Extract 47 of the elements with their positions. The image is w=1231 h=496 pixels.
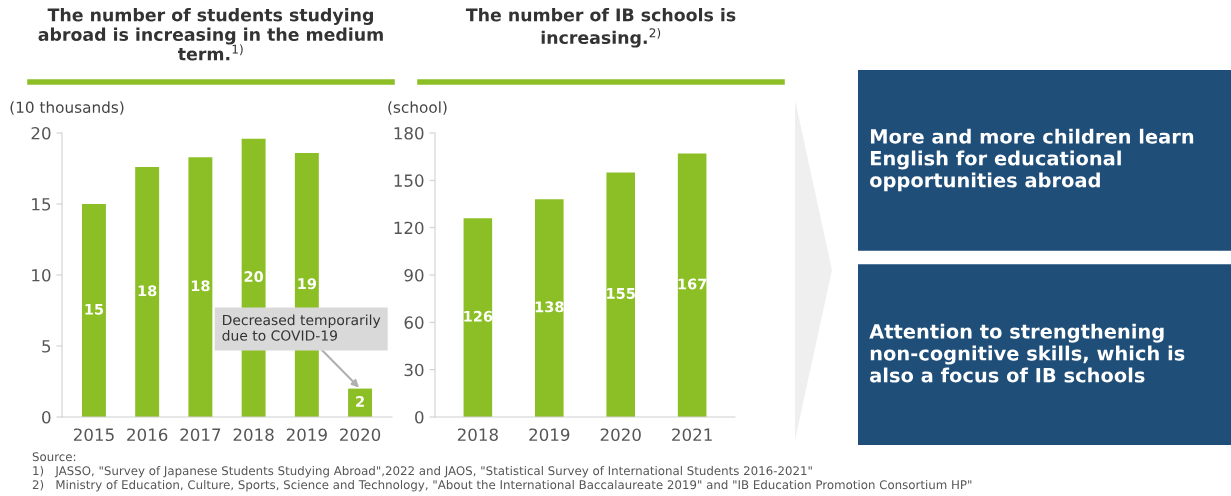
bar [463, 218, 493, 417]
source-note: Source: [32, 452, 76, 462]
x-tick-label: 2016 [127, 428, 168, 442]
x-tick-label: 2018 [457, 428, 498, 442]
x-tick-label: 2019 [286, 428, 327, 442]
y-axis-title: (10 thousands) [10, 101, 124, 115]
y-axis-title: (school) [388, 101, 447, 115]
data-label: 18 [191, 280, 210, 292]
x-tick-label: 2015 [73, 428, 114, 442]
data-label: 18 [138, 285, 157, 297]
y-tick-label: 0 [415, 410, 424, 424]
text: 2) Ministry of Education, Culture, Sports, Science and Technology, "About the International Baccalaureate 2019" and "IB Education Promotion Consortium HP" [32, 480, 972, 492]
text: 1) JASSO, "Survey of Japanese Students Studying Abroad",2022 and JAOS, "Statistical Survey of International Students 2016-2021" [33, 466, 812, 478]
x-tick-label: 2019 [529, 428, 570, 442]
chart-title: The number of IB schools is increasing.$^{2)}$ [465, 8, 736, 48]
x-tick-label: 2021 [672, 428, 712, 442]
y-tick-label: 15 [32, 198, 51, 211]
text: More and more children learn English for educational opportunities abroad [870, 128, 1194, 192]
x-tick-label: 2020 [600, 428, 641, 442]
data-label: 20 [244, 271, 264, 283]
y-tick-label: 180 [394, 126, 424, 140]
y-tick-label: 30 [404, 363, 424, 377]
y-tick-label: 0 [42, 410, 51, 424]
y-tick-label: 5 [42, 340, 51, 353]
annotation: Decreased temporarily due to COVID-19 [222, 314, 381, 341]
y-tick-label: 10 [32, 268, 51, 282]
bar [81, 204, 106, 417]
y-tick-label: 20 [31, 126, 51, 140]
data-label: 19 [298, 278, 317, 290]
y-tick-label: 120 [394, 221, 424, 235]
bar [677, 153, 707, 417]
bar [135, 167, 160, 417]
x-tick-label: 2018 [233, 428, 274, 442]
chart-title: The number of students studying abroad is increasing in the medium term.$^{1)}$ [38, 8, 383, 61]
x-tick-label: 2020 [340, 428, 381, 442]
y-tick-label: 90 [404, 268, 424, 282]
y-tick-label: 150 [394, 174, 424, 187]
data-label: 15 [85, 303, 104, 315]
text: Attention to strengthening non-cognitive skills, which is also a focus of IB schools [869, 323, 1185, 383]
data-label: 155 [607, 288, 635, 299]
bar [188, 157, 213, 417]
x-tick-label: 2017 [180, 428, 221, 442]
data-label: 2 [356, 396, 364, 407]
bar [606, 172, 635, 417]
data-label: 138 [535, 301, 564, 313]
y-tick-label: 60 [404, 316, 424, 329]
bar [535, 199, 564, 417]
